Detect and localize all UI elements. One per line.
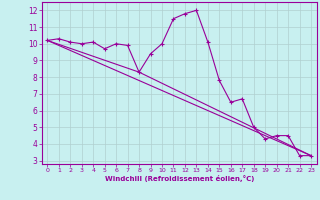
X-axis label: Windchill (Refroidissement éolien,°C): Windchill (Refroidissement éolien,°C) xyxy=(105,175,254,182)
